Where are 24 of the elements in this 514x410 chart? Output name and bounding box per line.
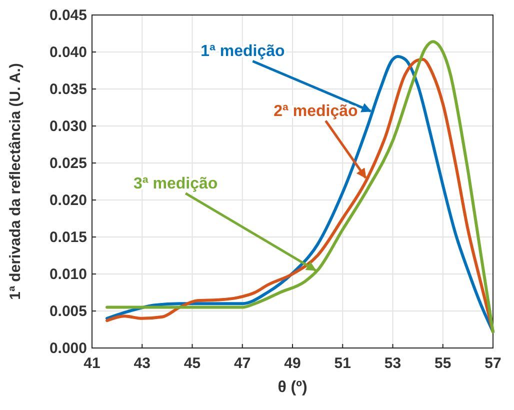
y-tick-label: 0.005 (49, 303, 87, 320)
y-tick-label: 0.015 (49, 229, 87, 246)
x-tick-label: 45 (184, 355, 201, 372)
y-tick-label: 0.030 (49, 118, 87, 135)
x-tick-label: 41 (84, 355, 100, 372)
x-tick-label: 57 (484, 355, 502, 372)
series-label: 2ª medição (274, 102, 358, 120)
x-tick-label: 49 (284, 355, 301, 372)
y-tick-label: 0.025 (49, 155, 87, 172)
text: 1ª medição (200, 43, 286, 60)
text: 3ª medição (133, 175, 218, 192)
x-tick-label: 53 (384, 355, 402, 372)
x-axis-title: θ (º) (278, 379, 308, 396)
y-tick-label: 0.045 (49, 7, 87, 24)
y-tick-label: 0.010 (49, 266, 87, 283)
y-tick-label: 0.020 (49, 192, 87, 209)
x-tick-label: 51 (334, 355, 351, 372)
x-tick-label: 43 (134, 355, 150, 372)
y-tick-label: 0.040 (49, 44, 87, 61)
y-tick-label: 0.000 (49, 340, 87, 357)
y-tick-label: 0.035 (49, 81, 87, 98)
x-tick-label: 55 (434, 355, 452, 372)
y-axis-title: 1ª derivada da reflectância (U. A.) (7, 63, 24, 300)
x-tick-label: 47 (234, 355, 251, 372)
